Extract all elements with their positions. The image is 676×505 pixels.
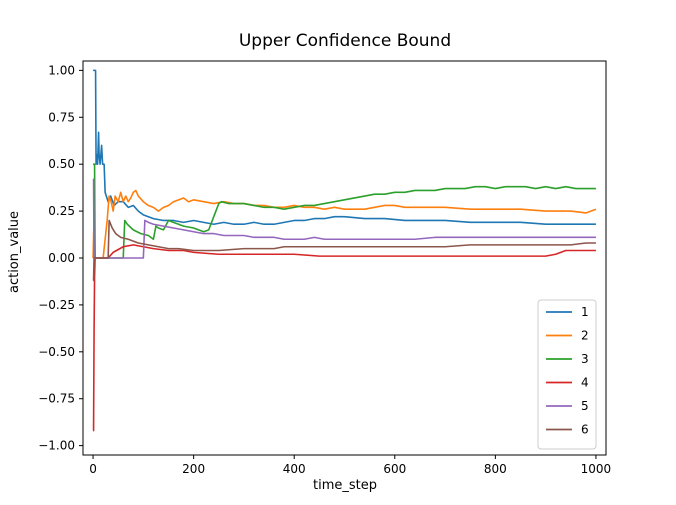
series-line-6 <box>92 219 596 282</box>
x-tick-label: 200 <box>182 462 205 476</box>
y-tick-label: −1.00 <box>38 439 75 453</box>
x-tick-label: 400 <box>283 462 306 476</box>
series-layer <box>92 69 597 432</box>
chart-title: Upper Confidence Bound <box>239 31 451 51</box>
y-tick-label: 0.00 <box>48 251 75 265</box>
legend-label-3: 3 <box>581 352 589 366</box>
legend-label-4: 4 <box>581 376 589 390</box>
legend: 1 2 3 4 5 6 <box>537 299 597 450</box>
y-axis: −1.00 −0.75 −0.50 −0.25 0.00 0.25 0.50 0.75 1.00 <box>38 63 83 453</box>
y-tick-label: 0.75 <box>48 110 75 124</box>
series-line-1 <box>93 69 596 226</box>
x-tick-label: 1000 <box>581 462 612 476</box>
legend-label-2: 2 <box>581 329 589 343</box>
y-tick-label: 0.25 <box>48 204 75 218</box>
plot-area <box>82 60 607 456</box>
x-tick-label: 600 <box>383 462 406 476</box>
series-line-2 <box>92 189 597 259</box>
legend-box <box>537 299 597 450</box>
legend-label-1: 1 <box>581 305 589 319</box>
y-tick-label: 0.50 <box>48 157 75 171</box>
series-line-3 <box>93 163 596 259</box>
y-axis-label: action_value <box>7 211 22 293</box>
y-tick-label: −0.75 <box>38 392 75 406</box>
x-axis: 0 200 400 600 800 1000 <box>89 455 611 476</box>
series-line-4 <box>92 244 596 432</box>
x-axis-label: time_step <box>313 478 377 493</box>
x-tick-label: 0 <box>89 462 97 476</box>
legend-label-5: 5 <box>581 399 589 413</box>
x-tick-label: 800 <box>484 462 507 476</box>
y-tick-label: −0.50 <box>38 345 75 359</box>
legend-label-6: 6 <box>581 423 589 437</box>
series-line-5 <box>92 178 596 259</box>
y-tick-label: −0.25 <box>38 298 75 312</box>
y-tick-label: 1.00 <box>48 63 75 77</box>
